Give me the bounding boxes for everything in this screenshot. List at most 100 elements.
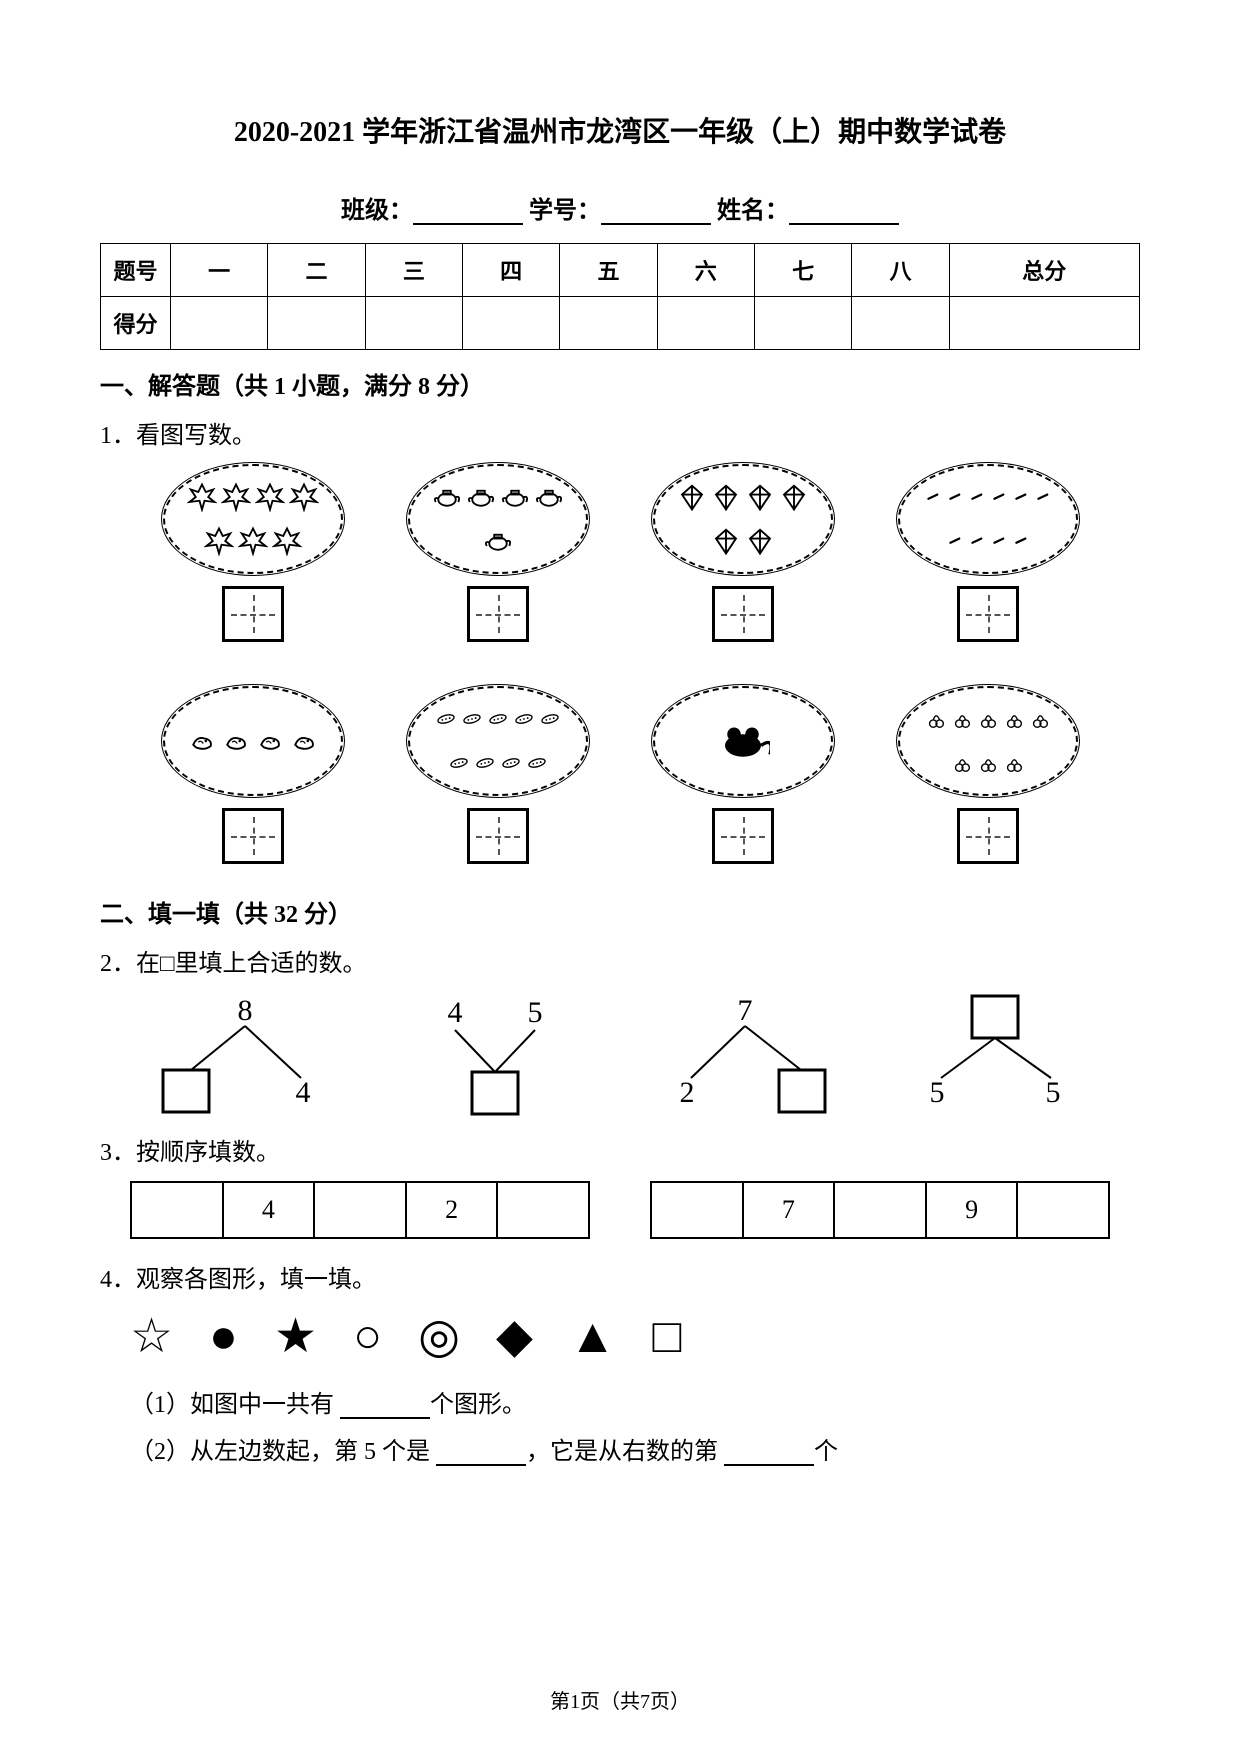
svg-text:4: 4 (448, 996, 463, 1029)
answer-box[interactable] (467, 586, 529, 642)
teapot-icon (483, 526, 513, 556)
svg-text:2: 2 (680, 1076, 695, 1109)
answer-box[interactable] (957, 808, 1019, 864)
sequence-table-1: 42 (130, 1181, 590, 1239)
plates-row-1 (130, 464, 1110, 642)
q4-1-blank[interactable] (340, 1397, 430, 1419)
exam-title: 2020-2021 学年浙江省温州市龙湾区一年级（上）期中数学试卷 (100, 110, 1140, 150)
number-bond[interactable]: 8 4 (145, 992, 345, 1112)
q4-2-blank-2[interactable] (724, 1444, 814, 1466)
answer-box[interactable] (712, 586, 774, 642)
score-cell[interactable] (560, 297, 657, 350)
header-cell: 一 (171, 244, 268, 297)
bean-icon (474, 752, 496, 774)
name-blank[interactable] (789, 201, 899, 225)
plates-row-2 (130, 686, 1110, 864)
plate-column (163, 686, 343, 864)
bean-icon (500, 752, 522, 774)
answer-box[interactable] (712, 808, 774, 864)
q4-2-post: 个 (814, 1439, 838, 1465)
q4-2-pre: （2）从左边数起，第 5 个是 (130, 1439, 436, 1465)
score-cell[interactable] (171, 297, 268, 350)
teapot-icon (432, 482, 462, 512)
student-info-line: 班级： 学号： 姓名： (100, 190, 1140, 225)
bean-icon (435, 708, 457, 730)
kite-icon (677, 482, 707, 512)
answer-box[interactable] (467, 808, 529, 864)
maple-icon (289, 482, 319, 512)
number-bond[interactable]: 7 2 (645, 992, 845, 1112)
bean-icon (448, 752, 470, 774)
header-cell: 三 (365, 244, 462, 297)
header-cell: 四 (462, 244, 559, 297)
svg-text:4: 4 (296, 1076, 311, 1109)
shapes-row: ☆●★○◎◆▲□ (130, 1308, 1140, 1364)
answer-box[interactable] (222, 808, 284, 864)
question-2: 2．在□里填上合适的数。 (100, 943, 1140, 978)
svg-text:5: 5 (528, 996, 543, 1029)
stick-icon (990, 532, 1008, 550)
cherry-icon (977, 708, 999, 730)
sequence-tables: 42 79 (130, 1181, 1110, 1239)
teapot-icon (466, 482, 496, 512)
bird-icon (255, 726, 285, 756)
header-cell: 七 (754, 244, 851, 297)
svg-text:5: 5 (1046, 1076, 1061, 1109)
maple-icon (187, 482, 217, 512)
sequence-cell[interactable] (1017, 1182, 1109, 1238)
answer-box[interactable] (957, 586, 1019, 642)
score-cell[interactable] (268, 297, 365, 350)
header-cell: 总分 (949, 244, 1139, 297)
q4-2-blank-1[interactable] (436, 1444, 526, 1466)
svg-text:8: 8 (238, 994, 253, 1027)
number-bond[interactable]: 55 (895, 992, 1095, 1112)
sequence-cell[interactable] (497, 1182, 589, 1238)
svg-text:7: 7 (738, 994, 753, 1027)
plate-column (408, 464, 588, 642)
stick-icon (1012, 488, 1030, 506)
plate (163, 686, 343, 796)
bean-icon (513, 708, 535, 730)
bean-icon (526, 752, 548, 774)
number-bond[interactable]: 45 (395, 992, 595, 1112)
header-cell: 题号 (101, 244, 171, 297)
cherry-icon (977, 752, 999, 774)
sequence-cell: 7 (743, 1182, 835, 1238)
plate (898, 464, 1078, 574)
sequence-cell[interactable] (314, 1182, 406, 1238)
maple-icon (238, 526, 268, 556)
cherry-icon (1003, 752, 1025, 774)
stick-icon (990, 488, 1008, 506)
id-label: 学号： (529, 198, 601, 224)
score-cell[interactable] (852, 297, 949, 350)
stick-icon (946, 488, 964, 506)
section-2-heading: 二、填一填（共 32 分） (100, 894, 1140, 929)
class-blank[interactable] (413, 201, 523, 225)
sequence-cell[interactable] (834, 1182, 926, 1238)
plate (898, 686, 1078, 796)
score-table: 题号 一 二 三 四 五 六 七 八 总分 得分 (100, 243, 1140, 350)
plate-column (653, 686, 833, 864)
sequence-table-2: 79 (650, 1181, 1110, 1239)
score-cell[interactable] (462, 297, 559, 350)
score-cell[interactable] (949, 297, 1139, 350)
name-label: 姓名： (717, 198, 789, 224)
bird-icon (289, 726, 319, 756)
score-cell[interactable] (657, 297, 754, 350)
id-blank[interactable] (601, 201, 711, 225)
sequence-cell[interactable] (131, 1182, 223, 1238)
bird-icon (187, 726, 217, 756)
score-cell[interactable] (754, 297, 851, 350)
stick-icon (946, 532, 964, 550)
sequence-cell: 2 (406, 1182, 498, 1238)
plate-column (898, 686, 1078, 864)
sequence-cell[interactable] (651, 1182, 743, 1238)
cherry-icon (1029, 708, 1051, 730)
answer-box[interactable] (222, 586, 284, 642)
question-3: 3．按顺序填数。 (100, 1132, 1140, 1167)
kite-icon (779, 482, 809, 512)
plate (653, 464, 833, 574)
shape-glyph: □ (652, 1309, 681, 1364)
score-cell[interactable] (365, 297, 462, 350)
maple-icon (272, 526, 302, 556)
